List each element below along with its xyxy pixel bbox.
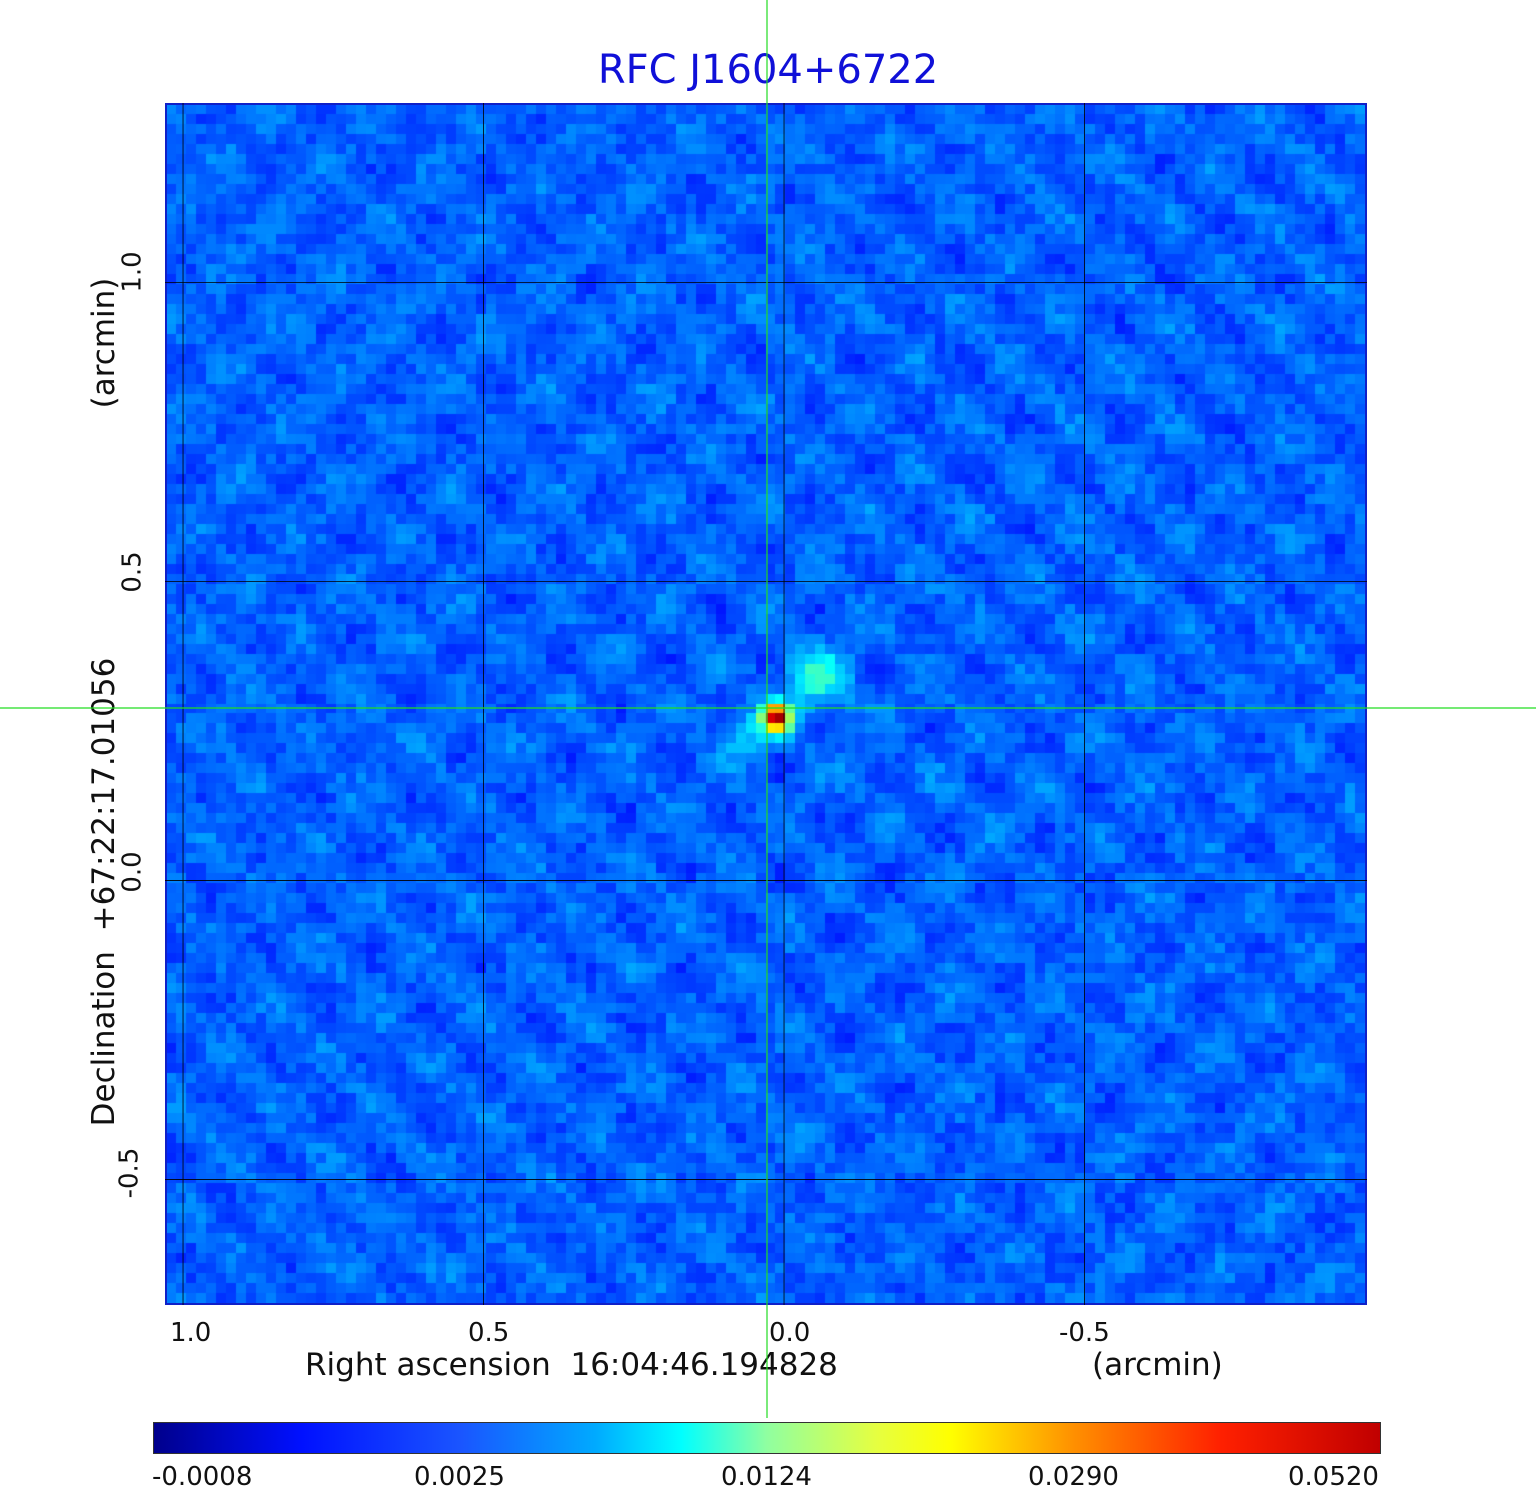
coordinate-grid bbox=[165, 103, 1367, 1305]
y-tick-label: 1.0 bbox=[117, 251, 148, 293]
y-axis-label: Declination +67:22:17.01056 bbox=[86, 657, 122, 1127]
x-tick-label: 1.0 bbox=[170, 1318, 212, 1348]
x-tick-label: 0.5 bbox=[468, 1318, 510, 1348]
colorbar-tick-label: 0.0025 bbox=[414, 1462, 505, 1492]
y-tick-label: 0.0 bbox=[117, 851, 148, 893]
y-axis-unit: (arcmin) bbox=[86, 277, 122, 409]
colorbar bbox=[153, 1422, 1381, 1454]
colorbar-tick-label: 0.0290 bbox=[1028, 1462, 1119, 1492]
y-tick-label: 0.5 bbox=[117, 551, 148, 593]
plot-title: RFC J1604+6722 bbox=[597, 47, 939, 93]
image-canvas bbox=[167, 105, 1365, 1303]
y-tick-label: -0.5 bbox=[114, 1147, 145, 1199]
x-axis-unit: (arcmin) bbox=[1092, 1347, 1223, 1383]
x-tick-label: -0.5 bbox=[1059, 1318, 1110, 1348]
colorbar-tick-label: 0.0124 bbox=[721, 1462, 812, 1492]
radio-image[interactable] bbox=[165, 103, 1367, 1305]
x-tick-label: 0.0 bbox=[769, 1318, 811, 1348]
colorbar-tick-label: -0.0008 bbox=[152, 1462, 253, 1492]
colorbar-tick-label: 0.0520 bbox=[1288, 1462, 1379, 1492]
x-axis-label: Right ascension 16:04:46.194828 bbox=[305, 1347, 838, 1383]
